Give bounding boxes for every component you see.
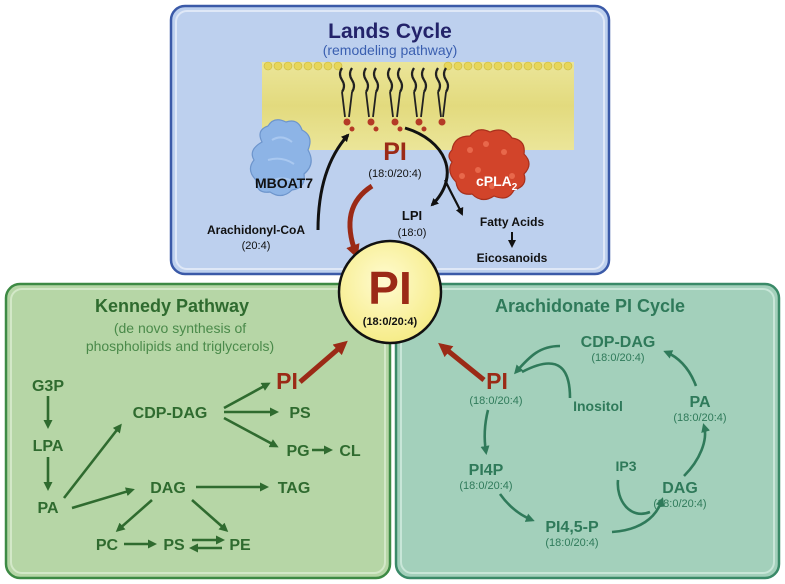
node-lpa: LPA [33,438,64,455]
node-g3p: G3P [32,378,64,395]
node-tag: TAG [278,480,311,497]
lands-cycle-panel: Lands Cycle (remodeling pathway) MBOAT7 … [169,4,611,276]
arach-pi45p: PI4,5-P [545,519,599,536]
node-cl: CL [339,443,361,460]
arachidonate-cycle-panel: Arachidonate PI Cycle PI CDP-DAG Inosito… [394,282,781,580]
node-pg: PG [286,443,309,460]
arach-pi-sub: (18:0/20:4) [469,395,522,407]
node-cdp-dag: CDP-DAG [133,405,208,422]
arachidonyl-coa-label: Arachidonyl-CoA [207,223,305,237]
kennedy-pathway-panel: Kennedy Pathway (de novo synthesis of ph… [4,282,392,580]
node-pc: PC [96,537,119,554]
center-pi-node: PI (18:0/20:4) [337,239,443,345]
arach-dag-sub: (18:0/20:4) [653,498,706,510]
fatty-acids-label: Fatty Acids [480,215,545,229]
kennedy-subtitle-line1: (de novo synthesis of [114,320,246,336]
lpi-sub: (18:0) [398,227,427,239]
arach-ip3: IP3 [615,458,636,474]
membrane-bilayer [262,61,574,150]
kennedy-title: Kennedy Pathway [95,296,249,316]
lands-subtitle: (remodeling pathway) [323,42,458,58]
arach-pi45p-sub: (18:0/20:4) [545,537,598,549]
arachidonate-arrows [480,344,710,534]
arach-pa: PA [689,394,710,411]
node-ps-top: PS [289,405,311,422]
kennedy-pi-node: PI [276,368,298,394]
kennedy-arrows [43,382,333,553]
cpla2-label: cPLA2 [476,173,518,193]
mboat7-label: MBOAT7 [255,175,313,191]
lpi-label: LPI [402,208,422,223]
lands-pi-sub: (18:0/20:4) [368,168,421,180]
lands-title: Lands Cycle [328,20,452,43]
node-pe: PE [229,537,251,554]
node-pa: PA [37,500,58,517]
arachidonyl-coa-sub: (20:4) [242,240,271,252]
arach-pi4p: PI4P [469,462,504,479]
node-ps-bottom: PS [163,537,185,554]
arach-pi-node: PI [486,368,508,394]
arachidonate-title: Arachidonate PI Cycle [495,296,685,316]
arach-inositol: Inositol [573,398,623,414]
kennedy-subtitle-line2: phospholipids and triglycerols) [86,338,274,354]
arach-cdp-dag: CDP-DAG [581,334,656,351]
cpla2-protein-icon [448,129,530,201]
red-arrows-to-center [298,183,486,384]
center-pi-sub: (18:0/20:4) [363,316,418,328]
arach-cdp-dag-sub: (18:0/20:4) [591,352,644,364]
eicosanoids-label: Eicosanoids [477,251,548,265]
arach-pi4p-sub: (18:0/20:4) [459,480,512,492]
lands-pi-label: PI [383,138,407,166]
node-dag: DAG [150,480,186,497]
lands-cycle-arrows [316,126,516,248]
arach-pa-sub: (18:0/20:4) [673,412,726,424]
arach-dag: DAG [662,480,698,497]
mboat7-protein-icon [249,119,312,197]
center-pi-label: PI [368,262,411,314]
